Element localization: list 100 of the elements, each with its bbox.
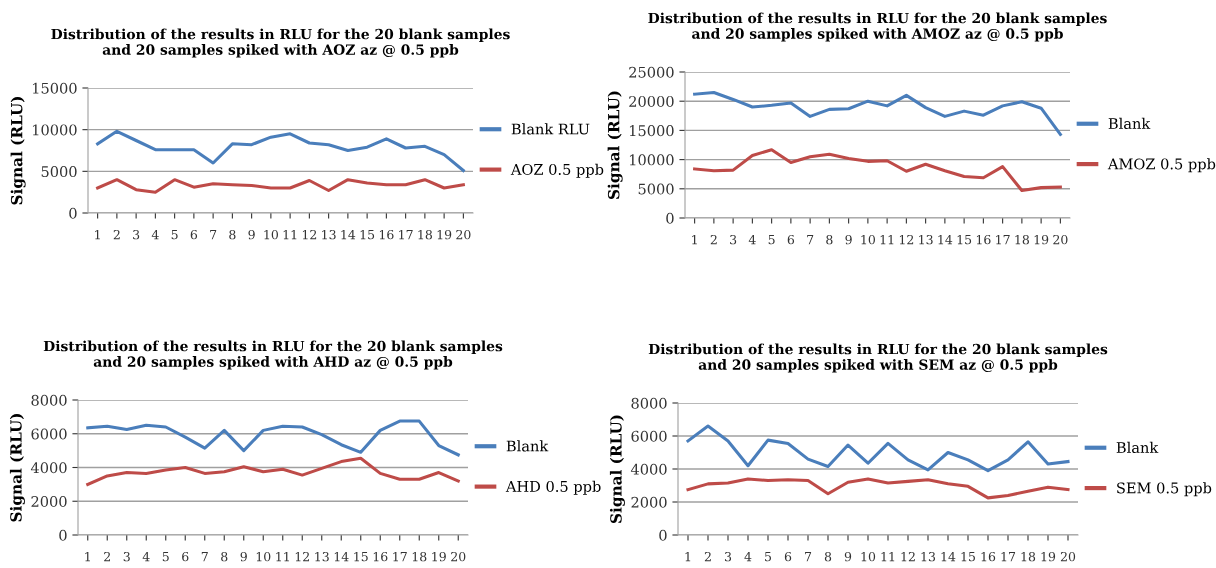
x-tick-label: 2 bbox=[113, 229, 120, 240]
line-series bbox=[96, 178, 465, 194]
y-axis-title: Signal (RLU) bbox=[10, 96, 26, 205]
x-tick-label: 13 bbox=[322, 229, 336, 240]
x-tick-label: 9 bbox=[844, 551, 852, 562]
x-tick-label: 4 bbox=[744, 551, 752, 562]
y-axis-title: Signal (RLU) bbox=[9, 413, 25, 522]
line-series bbox=[86, 456, 460, 486]
y-tick-label: 0 bbox=[59, 529, 67, 541]
x-tick-label: 2 bbox=[704, 551, 711, 562]
x-tick-label: 18 bbox=[418, 229, 432, 240]
x-tick-label: 11 bbox=[881, 551, 895, 562]
x-tick-label: 3 bbox=[133, 229, 140, 240]
x-tick-label: 1 bbox=[692, 234, 697, 245]
x-tick-label: 8 bbox=[229, 229, 236, 240]
x-tick-label: 15 bbox=[360, 229, 375, 240]
y-axis-title: Signal (RLU) bbox=[609, 415, 625, 524]
x-tick-label: 17 bbox=[1001, 551, 1016, 562]
line-series bbox=[693, 90, 1062, 137]
y-tick-label: 8000 bbox=[631, 397, 667, 409]
x-tick-label: 16 bbox=[976, 234, 991, 245]
chart-title: Distribution of the results in RLU for the 20 blank samples and 20 samples spiked with AMOZ az @ 0.5 ppb bbox=[648, 12, 1107, 42]
y-tick-label: 15000 bbox=[32, 82, 77, 94]
line-series bbox=[96, 129, 465, 173]
x-tick-label: 12 bbox=[899, 234, 914, 245]
x-tick-label: 5 bbox=[171, 230, 178, 240]
x-tick-label: 18 bbox=[1015, 234, 1029, 245]
x-tick-label: 1 bbox=[95, 229, 100, 240]
x-tick-label: 15 bbox=[354, 551, 368, 562]
x-tick-label: 14 bbox=[938, 234, 953, 245]
x-tick-label: 2 bbox=[104, 551, 110, 562]
y-tick-label: 4000 bbox=[630, 463, 667, 475]
y-tick-label: 5000 bbox=[638, 183, 674, 195]
y-tick-label: 10000 bbox=[629, 154, 674, 166]
x-tick-label: 11 bbox=[283, 229, 297, 240]
x-tick-label: 5 bbox=[162, 552, 169, 562]
legend-label: Blank bbox=[506, 440, 549, 452]
x-tick-label: 7 bbox=[807, 235, 814, 245]
legend-label: Blank RLU bbox=[511, 123, 590, 135]
x-tick-label: 5 bbox=[768, 235, 775, 245]
x-tick-label: 12 bbox=[901, 551, 915, 562]
x-tick-label: 5 bbox=[765, 552, 772, 562]
x-tick-label: 15 bbox=[961, 551, 975, 562]
x-tick-label: 8 bbox=[221, 551, 228, 562]
y-axis-title: Signal (RLU) bbox=[607, 91, 623, 200]
x-tick-label: 6 bbox=[182, 551, 189, 562]
x-tick-label: 9 bbox=[248, 229, 255, 240]
x-tick-label: 6 bbox=[787, 234, 795, 245]
x-tick-label: 7 bbox=[201, 552, 208, 562]
x-tick-label: 13 bbox=[921, 551, 936, 562]
line-series bbox=[686, 424, 1070, 473]
y-tick-label: 25000 bbox=[629, 66, 674, 78]
y-tick-label: 0 bbox=[659, 529, 667, 541]
x-tick-label: 3 bbox=[123, 551, 130, 562]
x-tick-label: 10 bbox=[861, 234, 875, 245]
legend-label: AOZ 0.5 ppb bbox=[510, 163, 604, 178]
x-tick-label: 19 bbox=[1041, 551, 1056, 562]
x-tick-label: 2 bbox=[710, 234, 717, 245]
y-tick-label: 4000 bbox=[30, 462, 67, 474]
x-tick-label: 20 bbox=[451, 551, 466, 562]
y-tick-label: 15000 bbox=[629, 125, 674, 137]
legend-label: SEM 0.5 ppb bbox=[1117, 482, 1212, 497]
x-tick-label: 14 bbox=[334, 551, 349, 562]
x-tick-label: 17 bbox=[996, 234, 1010, 245]
chart-title: Distribution of the results in RLU for the 20 blank samples and 20 samples spiked with AHD az @ 0.5 ppb bbox=[43, 340, 503, 370]
x-tick-label: 9 bbox=[845, 234, 852, 245]
y-tick-label: 8000 bbox=[31, 394, 67, 406]
x-tick-label: 19 bbox=[437, 229, 452, 240]
x-tick-label: 18 bbox=[412, 551, 427, 562]
y-tick-label: 20000 bbox=[629, 95, 674, 107]
x-tick-label: 20 bbox=[1060, 551, 1076, 562]
x-tick-label: 12 bbox=[295, 551, 309, 562]
chart-title: Distribution of the results in RLU for the 20 blank samples and 20 samples spiked with AOZ az @ 0.5 ppb bbox=[51, 28, 510, 58]
y-tick-label: 5000 bbox=[41, 166, 77, 178]
x-tick-label: 19 bbox=[432, 551, 446, 562]
x-tick-label: 15 bbox=[957, 234, 972, 245]
x-tick-label: 7 bbox=[805, 552, 812, 562]
y-tick-label: 2000 bbox=[31, 495, 67, 507]
legend-label: Blank bbox=[1116, 441, 1159, 454]
x-tick-label: 14 bbox=[941, 551, 956, 562]
y-tick-label: 0 bbox=[666, 212, 674, 224]
x-tick-label: 9 bbox=[240, 551, 247, 562]
x-tick-label: 17 bbox=[399, 229, 413, 240]
chart-title: Distribution of the results in RLU for the 20 blank samples and 20 samples spiked with SEM az @ 0.5 ppb bbox=[648, 343, 1108, 373]
legend-label: Blank bbox=[1108, 117, 1151, 130]
line-series bbox=[86, 419, 460, 457]
x-tick-label: 4 bbox=[151, 229, 159, 240]
x-tick-label: 3 bbox=[724, 551, 732, 562]
x-tick-label: 10 bbox=[861, 551, 876, 562]
line-series bbox=[693, 148, 1062, 193]
x-tick-label: 16 bbox=[981, 551, 996, 562]
y-tick-label: 10000 bbox=[32, 124, 77, 136]
x-tick-label: 11 bbox=[276, 551, 289, 562]
x-tick-label: 3 bbox=[730, 234, 737, 245]
x-tick-label: 8 bbox=[826, 234, 833, 245]
x-tick-label: 7 bbox=[210, 230, 217, 240]
legend-label: AHD 0.5 ppb bbox=[505, 480, 601, 495]
x-tick-label: 8 bbox=[824, 551, 832, 562]
x-tick-label: 4 bbox=[748, 234, 756, 245]
x-tick-label: 10 bbox=[256, 551, 271, 562]
